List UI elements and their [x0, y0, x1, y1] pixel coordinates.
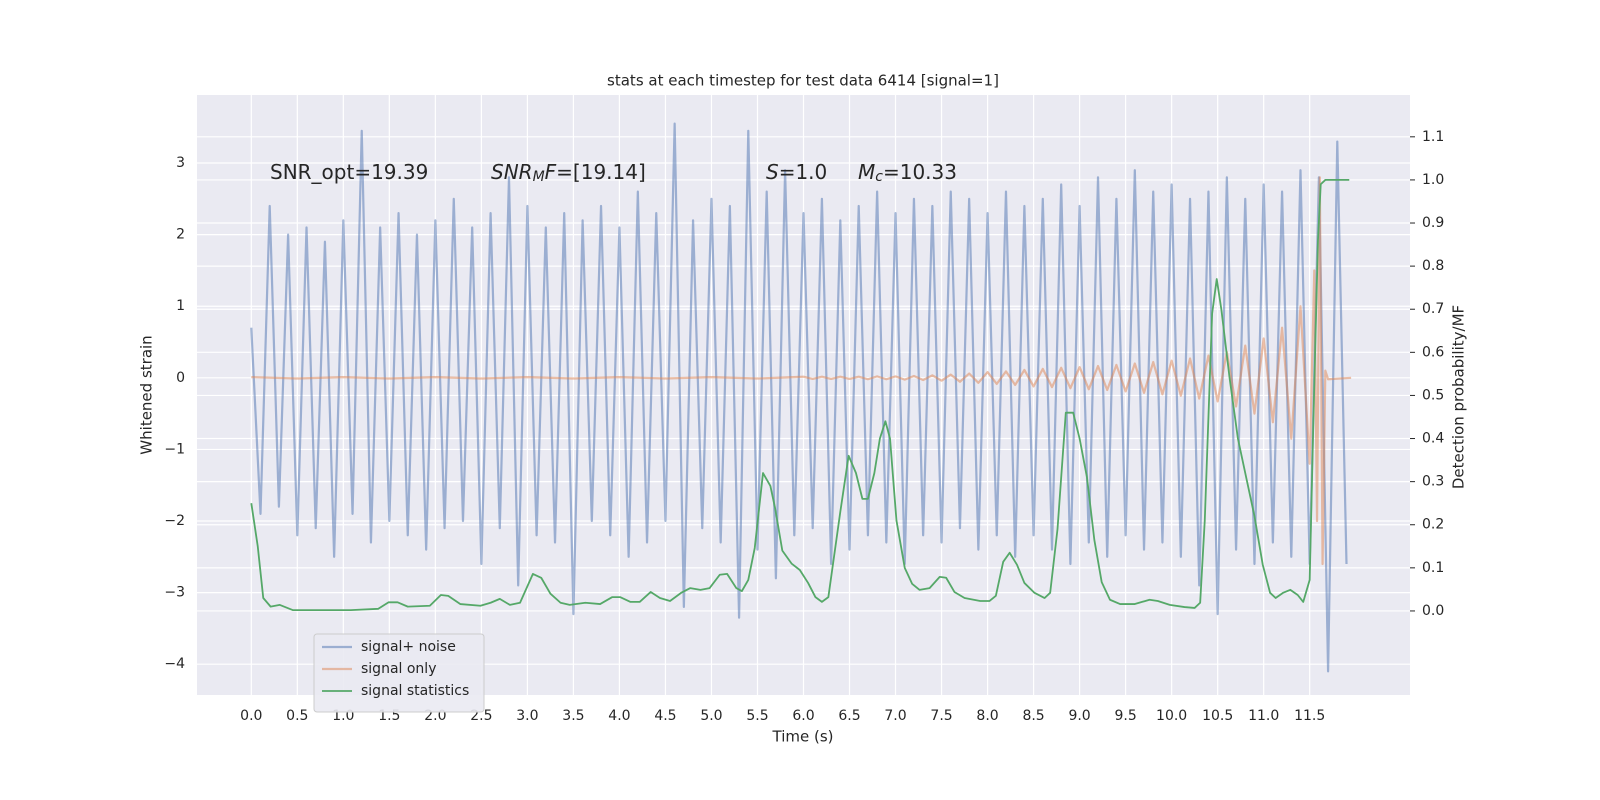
- annotation-part: M: [533, 169, 545, 185]
- x-tick-label: 6.0: [792, 708, 814, 724]
- series-line: [251, 176, 1352, 566]
- x-tick-label: 8.0: [976, 708, 998, 724]
- legend-label: signal only: [361, 661, 436, 677]
- annotation-part: =[19.14]: [556, 160, 646, 184]
- annotation-part: =1.0: [779, 160, 828, 184]
- annotation-part: F: [545, 160, 557, 184]
- legend-label: signal statistics: [361, 683, 469, 699]
- x-tick-label: 4.0: [608, 708, 630, 724]
- y2-tick-label: 0.8: [1422, 258, 1444, 274]
- y2-tick-label: 0.0: [1422, 603, 1444, 619]
- annotation-part: c: [875, 169, 883, 185]
- y-tick-label: −4: [164, 656, 185, 672]
- y-tick-label: −3: [164, 585, 185, 601]
- x-tick-label: 7.0: [884, 708, 906, 724]
- x-tick-label: 9.5: [1114, 708, 1136, 724]
- y2-tick-label: 0.4: [1422, 431, 1444, 447]
- y-tick-label: 1: [176, 298, 185, 314]
- x-tick-label: 10.5: [1202, 708, 1233, 724]
- x-tick-label: 7.5: [930, 708, 952, 724]
- y-tick-label: 2: [176, 227, 185, 243]
- legend-label: signal+ noise: [361, 639, 456, 655]
- x-tick-label: 6.5: [838, 708, 860, 724]
- y-tick-label: 3: [176, 155, 185, 171]
- series-line: [250, 122, 1348, 673]
- y2-tick-label: 1.1: [1422, 129, 1444, 145]
- x-tick-label: 3.5: [562, 708, 584, 724]
- y-tick-label: 0: [176, 370, 185, 386]
- annotation-part: M: [858, 160, 875, 184]
- series-line: [250, 179, 1350, 611]
- chart-title: stats at each timestep for test data 641…: [607, 72, 999, 90]
- x-tick-label: 11.0: [1248, 708, 1279, 724]
- y2-tick-label: 0.9: [1422, 215, 1444, 231]
- annotation: SNR_opt=19.39: [270, 160, 428, 184]
- y2-tick-label: 0.1: [1422, 560, 1444, 576]
- x-tick-label: 5.0: [700, 708, 722, 724]
- legend-box: [313, 633, 485, 713]
- x-tick-label: 0.0: [240, 708, 262, 724]
- y-tick-label: −1: [164, 441, 185, 457]
- y-axis-label: Whitened strain: [138, 335, 156, 454]
- annotation: S=1.0: [766, 160, 827, 184]
- x-tick-label: 10.0: [1156, 708, 1187, 724]
- y2-tick-label: 0.3: [1422, 474, 1444, 490]
- y2-axis-label: Detection probability/MF: [1450, 305, 1468, 489]
- y2-tick-label: 0.5: [1422, 387, 1444, 403]
- annotation-part: =10.33: [883, 160, 957, 184]
- x-tick-label: 3.0: [516, 708, 538, 724]
- legend: signal+ noise signal only signal statistic…: [313, 633, 485, 713]
- x-tick-label: 8.5: [1022, 708, 1044, 724]
- annotation-part: SNR_opt=19.39: [270, 160, 428, 184]
- annotation: Mc=10.33: [858, 160, 957, 185]
- y-tick-label: −2: [164, 513, 185, 529]
- x-tick-label: 9.0: [1068, 708, 1090, 724]
- y2-tick-label: 1.0: [1422, 172, 1444, 188]
- x-tick-label: 0.5: [286, 708, 308, 724]
- annotation-part: S: [766, 160, 779, 184]
- x-axis-label: Time (s): [772, 728, 834, 746]
- y2-tick-label: 0.6: [1422, 344, 1444, 360]
- annotation: SNRMF=[19.14]: [491, 160, 646, 185]
- x-tick-label: 11.5: [1294, 708, 1325, 724]
- y2-tick-label: 0.7: [1422, 301, 1444, 317]
- x-tick-label: 5.5: [746, 708, 768, 724]
- annotation-part: SNR: [491, 160, 533, 184]
- y2-tick-label: 0.2: [1422, 517, 1444, 533]
- x-tick-label: 4.5: [654, 708, 676, 724]
